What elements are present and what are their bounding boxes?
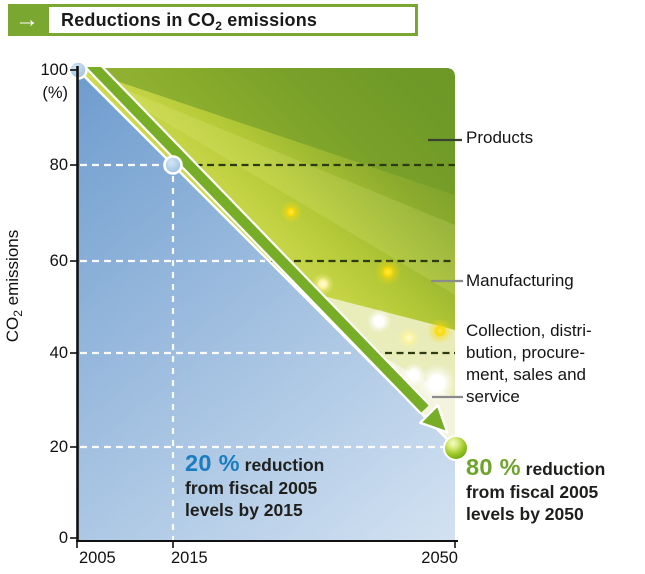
marker-2050-20 bbox=[443, 435, 469, 461]
ytick-80: 80 bbox=[49, 156, 68, 174]
annotation-manufacturing: Manufacturing bbox=[466, 271, 574, 290]
xtick-2015: 2015 bbox=[171, 549, 208, 567]
chart-title-box: Reductions in CO2 emissions bbox=[46, 4, 418, 36]
manufacturing-wedge bbox=[78, 70, 455, 295]
gridlines bbox=[80, 163, 455, 540]
marker-2015-80 bbox=[163, 155, 183, 175]
glow-dots bbox=[280, 201, 456, 402]
page-title: Reductions in CO2 emissions bbox=[61, 9, 318, 33]
y-axis-title: CO2 emissions bbox=[3, 229, 25, 343]
ytick-60: 60 bbox=[49, 252, 68, 270]
blue-reduction-area bbox=[78, 70, 455, 541]
reduction-arrow bbox=[83, 67, 449, 434]
ytick-100: 100 bbox=[40, 61, 68, 79]
caption-2015-reduction: 20 % reduction from fiscal 2005 levels b… bbox=[185, 450, 325, 520]
axes bbox=[70, 66, 458, 548]
annotation-collection: Collection, distri- bution, procure- men… bbox=[466, 321, 592, 406]
products-wedge bbox=[78, 68, 455, 195]
xtick-2050: 2050 bbox=[421, 549, 458, 567]
xtick-2005: 2005 bbox=[79, 549, 116, 567]
ytick-0: 0 bbox=[58, 529, 68, 547]
caption-2050-reduction: 80 % reduction from fiscal 2005 levels b… bbox=[466, 454, 606, 524]
arrow-right-icon: → bbox=[8, 4, 46, 36]
arrow-head bbox=[419, 404, 449, 434]
ytick-20: 20 bbox=[49, 438, 68, 456]
ytick-40: 40 bbox=[49, 344, 68, 362]
annotation-products: Products bbox=[466, 128, 534, 147]
annotation-leader-lines bbox=[428, 138, 463, 399]
y-unit-label: (%) bbox=[42, 84, 68, 102]
